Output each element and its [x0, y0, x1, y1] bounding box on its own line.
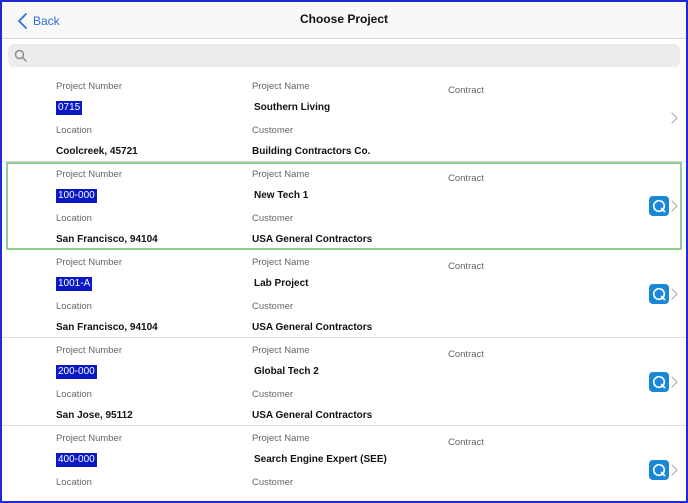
project-action-button[interactable]: [649, 460, 669, 480]
location-value: Coolcreek, 45721: [56, 146, 138, 157]
chevron-right-icon: [671, 288, 678, 300]
quote-icon: [652, 199, 666, 213]
customer-label: Customer: [252, 301, 294, 312]
project-row[interactable]: Project Number 400-000 Location Project …: [2, 426, 686, 501]
project-number-value: 200-000: [56, 365, 97, 379]
navigation-bar: Back Choose Project: [2, 2, 686, 39]
project-name-label: Project Name: [252, 169, 310, 180]
project-number-label: Project Number: [56, 345, 122, 356]
location-label: Location: [56, 213, 92, 224]
project-row[interactable]: Project Number 0715 Location Coolcreek, …: [2, 74, 686, 162]
customer-label: Customer: [252, 213, 294, 224]
project-action-button[interactable]: [649, 284, 669, 304]
search-area: [2, 39, 686, 73]
location-label: Location: [56, 477, 92, 488]
project-name-label: Project Name: [252, 81, 310, 92]
location-label: Location: [56, 301, 92, 312]
project-name-value: Global Tech 2: [254, 366, 319, 377]
contract-label: Contract: [448, 349, 484, 360]
project-number-value: 0715: [56, 101, 83, 115]
chevron-right-icon: [671, 464, 678, 476]
project-row[interactable]: Project Number 100-000 Location San Fran…: [6, 162, 682, 250]
search-input[interactable]: [32, 46, 676, 67]
project-number-label: Project Number: [56, 169, 122, 180]
project-name-value: Lab Project: [254, 278, 309, 289]
project-name-label: Project Name: [252, 257, 310, 268]
customer-value: USA General Contractors: [252, 322, 373, 333]
customer-label: Customer: [252, 125, 294, 136]
customer-value: Building Contractors Co.: [252, 146, 371, 157]
project-name-label: Project Name: [252, 345, 310, 356]
contract-label: Contract: [448, 173, 484, 184]
location-label: Location: [56, 389, 92, 400]
quote-icon: [652, 287, 666, 301]
contract-label: Contract: [448, 261, 484, 272]
customer-label: Customer: [252, 477, 294, 488]
chevron-right-icon: [671, 376, 678, 388]
page-title: Choose Project: [299, 12, 389, 26]
customer-value: USA General Contractors: [252, 234, 373, 245]
location-value: San Francisco, 94104: [56, 322, 158, 333]
customer-label: Customer: [252, 389, 294, 400]
project-number-label: Project Number: [56, 433, 122, 444]
project-list: Project Number 0715 Location Coolcreek, …: [2, 74, 686, 501]
chevron-right-icon: [671, 200, 678, 212]
project-number-label: Project Number: [56, 81, 122, 92]
project-name-value: Southern Living: [254, 102, 331, 113]
quote-icon: [652, 375, 666, 389]
chevron-right-icon: [671, 112, 678, 124]
project-name-value: New Tech 1: [254, 190, 309, 201]
project-number-label: Project Number: [56, 257, 122, 268]
location-value: San Francisco, 94104: [56, 234, 158, 245]
project-number-value: 1001-A: [56, 277, 93, 291]
chevron-left-icon: [18, 13, 27, 29]
project-name-value: Search Engine Expert (SEE): [254, 454, 387, 465]
location-value: San Jose, 95112: [56, 410, 133, 421]
location-label: Location: [56, 125, 92, 136]
project-action-button[interactable]: [649, 372, 669, 392]
contract-label: Contract: [448, 437, 484, 448]
project-action-button[interactable]: [649, 196, 669, 216]
contract-label: Contract: [448, 85, 484, 96]
customer-value: USA General Contractors: [252, 410, 373, 421]
project-row[interactable]: Project Number 1001-A Location San Franc…: [2, 250, 686, 338]
project-row[interactable]: Project Number 200-000 Location San Jose…: [2, 338, 686, 426]
search-bar[interactable]: [8, 44, 680, 67]
back-button[interactable]: Back: [16, 11, 60, 31]
project-name-label: Project Name: [252, 433, 310, 444]
back-label: Back: [33, 14, 60, 28]
quote-icon: [652, 463, 666, 477]
project-number-value: 400-000: [56, 453, 97, 467]
search-icon: [14, 49, 27, 62]
project-number-value: 100-000: [56, 189, 97, 203]
